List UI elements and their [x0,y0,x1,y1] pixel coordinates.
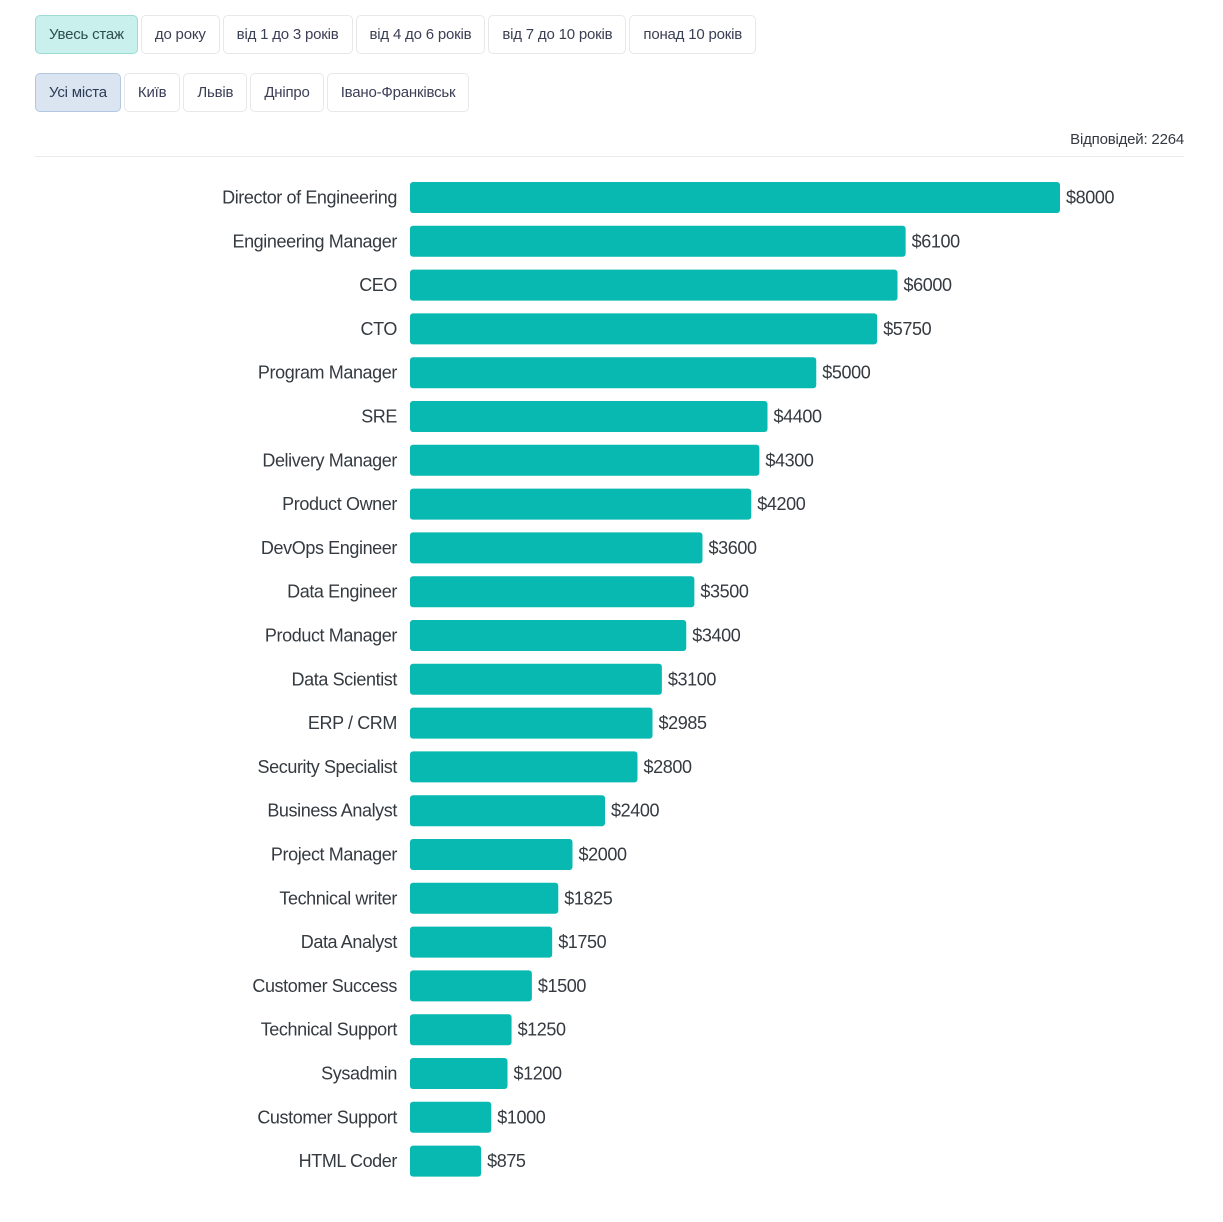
bar [410,444,760,476]
category-label: Sysadmin [321,1064,397,1084]
value-label: $3400 [692,626,740,646]
responses-count: Відповідей: 2264 [1070,131,1184,148]
value-label: $2800 [644,757,692,777]
value-label: $1200 [514,1064,562,1084]
category-label: Data Scientist [292,669,398,689]
category-label: Customer Success [252,976,397,996]
category-label: Engineering Manager [232,231,397,251]
value-label: $6100 [912,231,960,251]
value-label: $4200 [757,494,805,514]
bar [410,357,817,389]
value-label: $6000 [904,275,952,295]
value-label: $1500 [538,976,586,996]
category-label: Business Analyst [267,801,397,821]
city-filter-button[interactable]: Львів [183,73,248,112]
category-label: Director of Engineering [222,188,397,208]
bar [410,225,906,257]
city-filter-button[interactable]: Дніпро [250,73,324,112]
value-label: $4400 [774,407,822,427]
value-label: $5000 [822,363,870,383]
bar [410,1101,492,1133]
city-filter-button[interactable]: Київ [123,73,181,112]
category-label: DevOps Engineer [261,538,397,558]
value-label: $3500 [700,582,748,602]
category-label: HTML Coder [299,1151,398,1171]
bar [410,839,573,870]
bar [410,182,1060,213]
category-label: Delivery Manager [262,450,397,470]
bar [410,576,695,608]
bar [410,663,662,695]
category-label: Security Specialist [258,757,398,777]
city-filter-button[interactable]: Івано-Франківськ [326,73,470,112]
experience-filter-button[interactable]: від 4 до 6 років [355,15,486,54]
bar [410,882,559,914]
bar [410,488,752,520]
category-label: Product Manager [265,626,397,646]
category-label: CTO [361,319,398,339]
category-label: Data Analyst [301,932,398,952]
bar [410,795,605,827]
experience-filter-button[interactable]: понад 10 років [629,15,757,54]
bar [410,620,687,651]
bar [410,1014,512,1046]
experience-filter-button[interactable]: до року [140,15,220,54]
value-label: $1000 [497,1107,545,1127]
value-label: $1825 [564,888,612,908]
city-filter-button[interactable]: Усі міста [35,73,121,112]
value-label: $1750 [558,932,606,952]
city-filter: Усі міста Київ Львів Дніпро Івано-Франківськ [35,73,470,112]
bar [410,313,878,345]
category-label: Customer Support [257,1107,397,1127]
category-label: Data Engineer [287,582,397,602]
experience-filter-button[interactable]: від 1 до 3 років [222,15,353,54]
value-label: $875 [487,1151,526,1171]
bar [410,1058,508,1089]
value-label: $8000 [1066,188,1114,208]
category-label: Technical writer [279,888,397,908]
value-label: $5750 [883,319,931,339]
bar [410,401,768,432]
value-label: $2400 [611,801,659,821]
value-label: $3100 [668,669,716,689]
category-label: SRE [361,407,397,427]
category-label: Product Owner [282,494,397,514]
experience-filter: Увесь стаж до року від 1 до 3 років від 4 д… [35,15,757,54]
bar [410,532,703,564]
bar [410,707,653,739]
category-label: ERP / CRM [308,713,397,733]
bar [410,751,638,783]
category-label: Project Manager [271,845,397,865]
value-label: $4300 [765,450,813,470]
experience-filter-button[interactable]: Увесь стаж [35,15,138,54]
category-label: Program Manager [258,363,397,383]
value-label: $3600 [709,538,757,558]
bar [410,926,553,958]
bar [410,269,898,301]
category-label: CEO [359,275,397,295]
category-label: Technical Support [261,1020,398,1040]
value-label: $2985 [659,713,707,733]
bar [410,970,532,1002]
value-label: $2000 [579,845,627,865]
divider [35,156,1184,157]
bar [410,1145,482,1177]
value-label: $1250 [518,1020,566,1040]
experience-filter-button[interactable]: від 7 до 10 років [488,15,627,54]
